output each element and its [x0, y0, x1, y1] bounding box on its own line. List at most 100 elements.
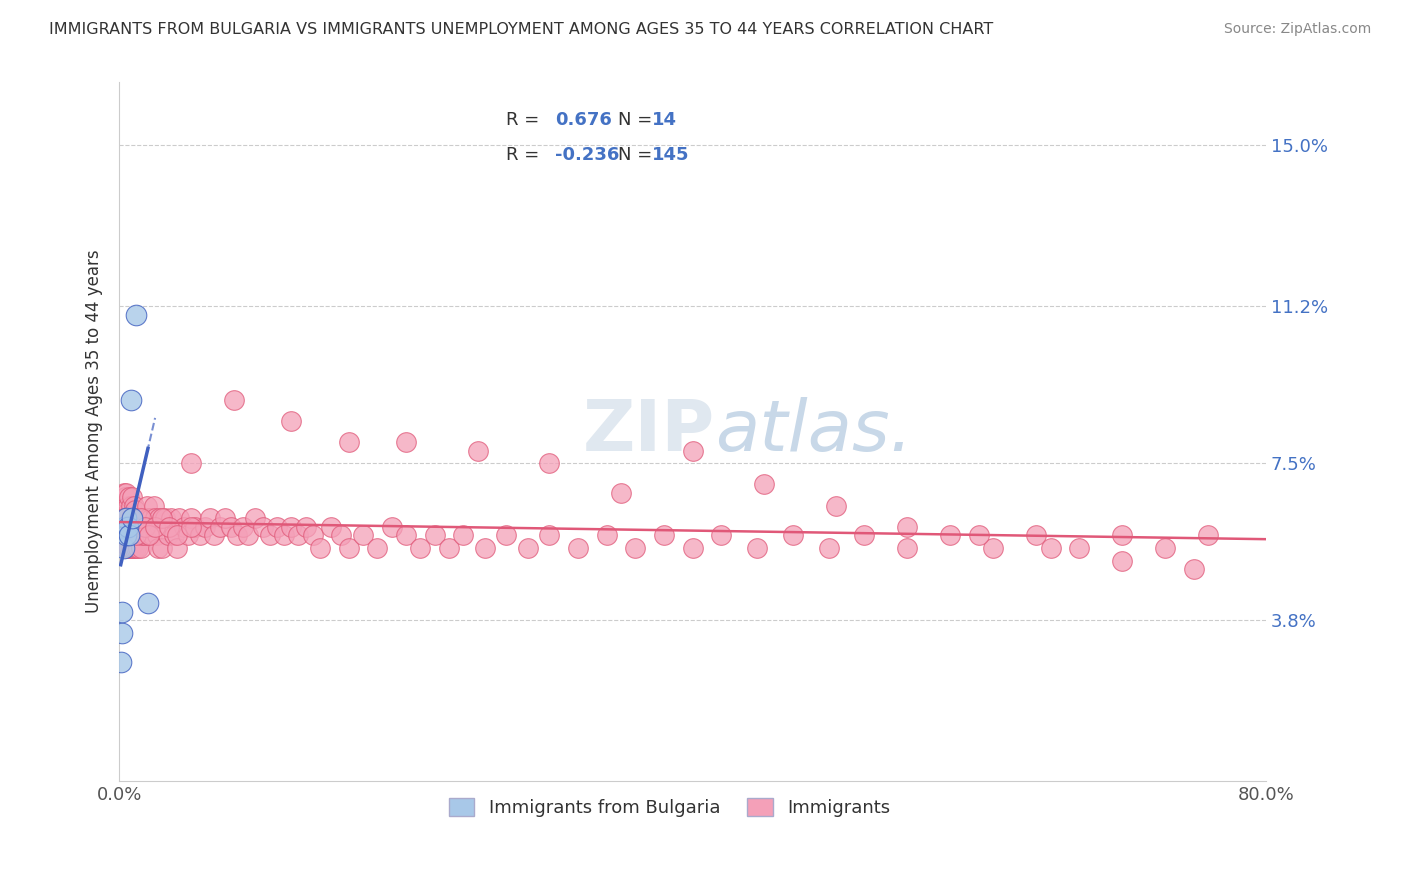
Point — [117, 499, 139, 513]
Point — [121, 541, 143, 555]
Point — [114, 490, 136, 504]
Point — [122, 541, 145, 555]
Y-axis label: Unemployment Among Ages 35 to 44 years: Unemployment Among Ages 35 to 44 years — [86, 250, 103, 614]
Point — [122, 520, 145, 534]
Point — [169, 511, 191, 525]
Point — [967, 528, 990, 542]
Point — [266, 520, 288, 534]
Point — [125, 528, 148, 542]
Point — [114, 520, 136, 534]
Point — [132, 511, 155, 525]
Point — [129, 541, 152, 555]
Point — [114, 520, 136, 534]
Point — [131, 528, 153, 542]
Point — [134, 528, 156, 542]
Point — [188, 528, 211, 542]
Point — [118, 541, 141, 555]
Point — [754, 477, 776, 491]
Text: Source: ZipAtlas.com: Source: ZipAtlas.com — [1223, 22, 1371, 37]
Text: 0.676: 0.676 — [555, 112, 612, 129]
Point — [273, 528, 295, 542]
Point — [141, 528, 163, 542]
Point — [853, 528, 876, 542]
Point — [120, 511, 142, 525]
Point — [112, 528, 135, 542]
Point — [337, 435, 360, 450]
Point — [567, 541, 589, 555]
Point — [118, 511, 141, 525]
Point — [395, 528, 418, 542]
Point — [127, 541, 149, 555]
Point — [122, 520, 145, 534]
Point — [1197, 528, 1219, 542]
Point — [136, 511, 159, 525]
Point — [321, 520, 343, 534]
Point — [423, 528, 446, 542]
Point — [138, 528, 160, 542]
Point — [1069, 541, 1091, 555]
Point — [115, 520, 138, 534]
Point — [118, 490, 141, 504]
Point — [125, 308, 148, 322]
Point — [153, 511, 176, 525]
Point — [896, 520, 918, 534]
Point — [143, 520, 166, 534]
Point — [1039, 541, 1062, 555]
Point — [117, 520, 139, 534]
Point — [121, 490, 143, 504]
Point — [127, 511, 149, 525]
Point — [110, 656, 132, 670]
Point — [474, 541, 496, 555]
Text: N =: N = — [619, 146, 652, 164]
Point — [294, 520, 316, 534]
Point — [219, 520, 242, 534]
Point — [610, 486, 633, 500]
Point — [896, 541, 918, 555]
Point — [202, 528, 225, 542]
Text: -0.236: -0.236 — [555, 146, 619, 164]
Point — [129, 511, 152, 525]
Point — [231, 520, 253, 534]
Point — [118, 528, 141, 542]
Point — [117, 541, 139, 555]
Point — [280, 414, 302, 428]
Point — [173, 520, 195, 534]
Point — [184, 520, 207, 534]
Point — [395, 435, 418, 450]
Point — [150, 511, 173, 525]
Point — [112, 511, 135, 525]
Point — [117, 520, 139, 534]
Point — [142, 499, 165, 513]
Point — [112, 520, 135, 534]
Point — [111, 625, 134, 640]
Point — [143, 511, 166, 525]
Point — [352, 528, 374, 542]
Point — [624, 541, 647, 555]
Point — [112, 541, 135, 555]
Point — [111, 499, 134, 513]
Point — [710, 528, 733, 542]
Point — [146, 541, 169, 555]
Point — [166, 528, 188, 542]
Point — [366, 541, 388, 555]
Text: 145: 145 — [652, 146, 690, 164]
Point — [1111, 528, 1133, 542]
Point — [280, 520, 302, 534]
Point — [682, 443, 704, 458]
Point — [252, 520, 274, 534]
Point — [409, 541, 432, 555]
Point — [166, 541, 188, 555]
Point — [122, 499, 145, 513]
Point — [111, 520, 134, 534]
Point — [129, 511, 152, 525]
Point — [437, 541, 460, 555]
Point — [121, 511, 143, 525]
Point — [150, 541, 173, 555]
Point — [124, 528, 146, 542]
Point — [136, 596, 159, 610]
Point — [159, 520, 181, 534]
Point — [111, 605, 134, 619]
Point — [595, 528, 617, 542]
Point — [1025, 528, 1047, 542]
Point — [1111, 554, 1133, 568]
